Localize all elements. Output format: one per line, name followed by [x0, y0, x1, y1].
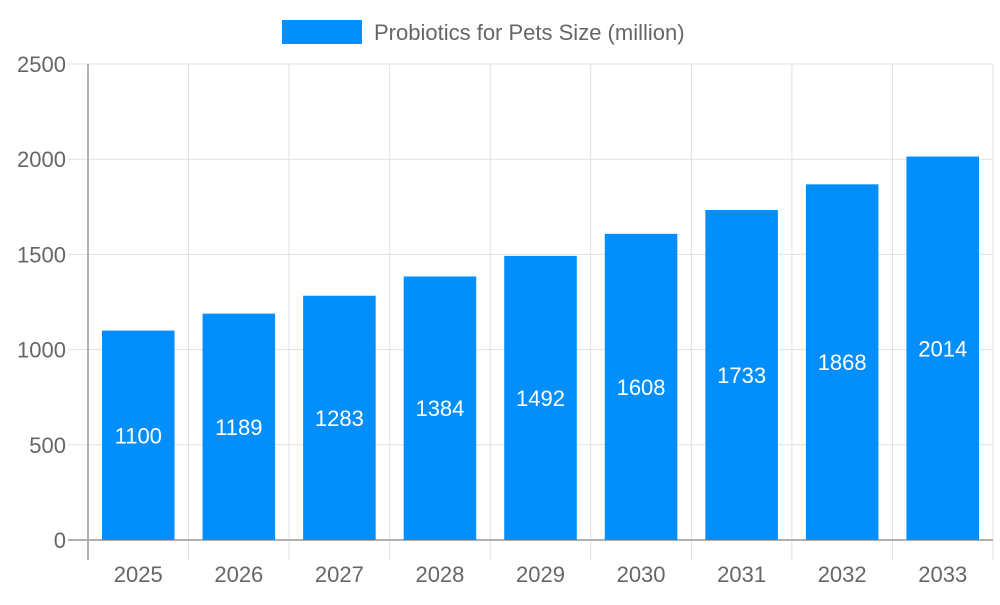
bar-2028: [403, 276, 477, 540]
data-label-2031: 1733: [717, 363, 766, 388]
x-tick-label: 2028: [415, 562, 464, 587]
y-axis: 0 500 1000 1500 2000 2500: [17, 52, 66, 553]
x-tick-label: 2031: [717, 562, 766, 587]
x-tick-label: 2033: [918, 562, 967, 587]
data-label-2028: 1384: [415, 396, 464, 421]
bar-2033: [906, 156, 979, 540]
data-label-2025: 1100: [115, 423, 162, 448]
bar-2027: [303, 295, 376, 540]
y-tick-label: 500: [29, 433, 66, 458]
x-tick-label: 2027: [315, 562, 364, 587]
grid: [68, 63, 994, 560]
y-tick-label: 2000: [17, 147, 66, 172]
x-axis: 2025 2026 2027 2028 2029 2030 2031 2032 2033: [114, 562, 967, 587]
bar-2026: [202, 313, 276, 540]
data-label-2033: 2014: [918, 336, 967, 361]
data-labels: 1100 1189 1283 1384 1492 1608 1733 1868 2014: [115, 336, 968, 448]
y-tick-label: 2500: [17, 52, 66, 77]
legend-label: Probiotics for Pets Size (million): [374, 20, 685, 45]
x-tick-label: 2029: [516, 562, 565, 587]
bar-2031: [705, 210, 778, 540]
data-label-2029: 1492: [516, 386, 565, 411]
bar-2032: [805, 184, 879, 540]
data-label-2030: 1608: [617, 375, 666, 400]
data-label-2027: 1283: [315, 406, 364, 431]
bar-2025: [102, 330, 175, 540]
y-tick-label: 1000: [17, 338, 66, 363]
x-tick-label: 2026: [214, 562, 263, 587]
y-tick-label: 0: [54, 528, 66, 553]
x-tick-label: 2030: [617, 562, 666, 587]
legend-swatch: [282, 20, 362, 44]
legend[interactable]: Probiotics for Pets Size (million): [282, 20, 685, 45]
data-label-2032: 1868: [818, 350, 867, 375]
bar-2030: [604, 233, 678, 541]
x-tick-label: 2032: [818, 562, 867, 587]
bar-2029: [504, 255, 577, 540]
x-tick-label: 2025: [114, 562, 163, 587]
data-label-2026: 1189: [215, 415, 262, 440]
y-tick-label: 1500: [17, 242, 66, 267]
bars: [102, 156, 979, 541]
